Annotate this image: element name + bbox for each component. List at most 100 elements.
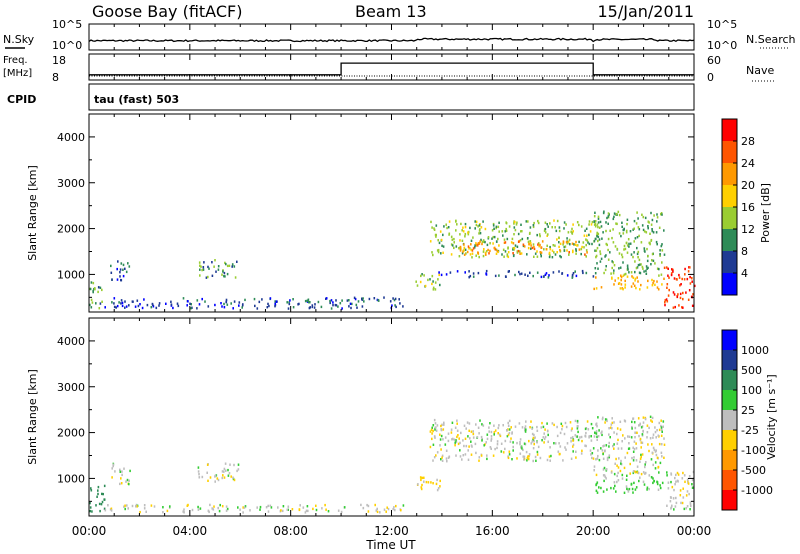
power-cell — [559, 242, 562, 245]
power-cell — [605, 229, 607, 233]
velocity-cell — [656, 482, 659, 486]
velocity-cell — [656, 481, 659, 484]
power-cell — [537, 242, 540, 245]
velocity-cell — [97, 485, 100, 489]
velocity-cell — [611, 421, 614, 425]
power-cell — [512, 252, 514, 255]
power-cell — [622, 232, 625, 235]
power-cell — [517, 232, 520, 236]
power-cell — [675, 278, 678, 281]
power-cell — [519, 250, 521, 253]
velocity-cell — [660, 424, 662, 428]
power-cell — [201, 268, 203, 272]
power-cell — [498, 244, 500, 247]
power-cell — [620, 283, 623, 286]
power-cell — [521, 237, 524, 241]
power-cell — [474, 227, 476, 230]
power-cell — [549, 248, 552, 251]
velocity-cell — [89, 506, 92, 509]
power-cell — [654, 283, 656, 286]
power-cell — [514, 228, 517, 232]
power-cell — [540, 255, 542, 258]
power-cell — [597, 239, 599, 243]
power-cell — [464, 271, 466, 274]
power-cell — [692, 293, 694, 296]
power-cell — [638, 258, 641, 262]
power-cell — [513, 246, 516, 250]
power-cell — [222, 270, 224, 273]
velocity-cell — [494, 429, 497, 432]
velocity-cell — [597, 454, 599, 458]
velocity-colorbar-segment — [722, 450, 737, 471]
power-cell — [585, 243, 587, 247]
velocity-cell — [611, 417, 613, 420]
velocity-cell — [508, 450, 511, 453]
power-cell — [481, 240, 484, 243]
power-cell — [520, 252, 523, 255]
power-cell — [654, 262, 656, 265]
velocity-cell — [456, 435, 458, 439]
power-cell — [234, 276, 237, 279]
velocity-cell — [537, 445, 540, 449]
power-cell — [231, 265, 233, 268]
velocity-cell — [119, 482, 121, 486]
velocity-cell — [683, 507, 686, 511]
power-cell — [464, 232, 467, 236]
power-cell — [298, 302, 300, 306]
power-cell — [635, 266, 638, 270]
velocity-y-axis-label: Slant Range [km] — [26, 369, 39, 465]
velocity-cell — [197, 466, 200, 469]
velocity-cell — [478, 459, 480, 462]
velocity-cell — [613, 481, 616, 484]
velocity-cell — [637, 417, 640, 420]
power-cell — [442, 245, 445, 248]
velocity-cell — [432, 424, 435, 427]
velocity-cell — [688, 475, 691, 478]
velocity-cell — [672, 497, 675, 500]
power-cell — [113, 297, 116, 300]
velocity-cell — [443, 423, 445, 426]
power-cell — [656, 267, 659, 270]
velocity-cell — [439, 433, 441, 436]
power-cell — [559, 249, 561, 252]
velocity-cell — [423, 476, 425, 479]
velocity-cell — [524, 430, 527, 433]
nsky-trace — [88, 37, 695, 43]
velocity-cell — [633, 440, 636, 443]
power-cell — [624, 286, 626, 289]
nsearch-tick-bottom: 10^0 — [707, 39, 737, 52]
velocity-cell — [691, 483, 693, 486]
velocity-cell — [619, 420, 622, 423]
power-cell — [351, 302, 353, 306]
power-cell — [456, 270, 459, 273]
power-cell — [605, 242, 608, 246]
velocity-cell — [465, 444, 468, 448]
power-region — [663, 266, 696, 309]
power-cell — [607, 248, 609, 252]
power-cell — [463, 243, 465, 246]
power-cell — [445, 223, 447, 226]
power-cell — [391, 304, 393, 307]
velocity-cell — [646, 436, 648, 439]
power-cell — [651, 228, 653, 231]
velocity-cell — [129, 469, 131, 473]
velocity-cell — [516, 441, 518, 445]
power-cell — [597, 232, 600, 236]
power-cell — [671, 268, 673, 271]
power-cell — [493, 246, 496, 250]
velocity-cell — [592, 447, 595, 450]
velocity-cell — [604, 418, 607, 421]
power-cell — [594, 249, 596, 252]
velocity-cell — [575, 456, 577, 459]
velocity-cell — [546, 422, 548, 425]
velocity-cell — [462, 439, 464, 442]
y-tick-label: 1000 — [57, 472, 85, 485]
velocity-cell — [602, 474, 605, 477]
velocity-cell — [525, 450, 528, 454]
power-cell — [588, 242, 591, 246]
power-cell — [266, 306, 269, 309]
velocity-cell — [604, 449, 606, 452]
velocity-cell — [531, 440, 534, 443]
power-cell — [681, 277, 683, 281]
